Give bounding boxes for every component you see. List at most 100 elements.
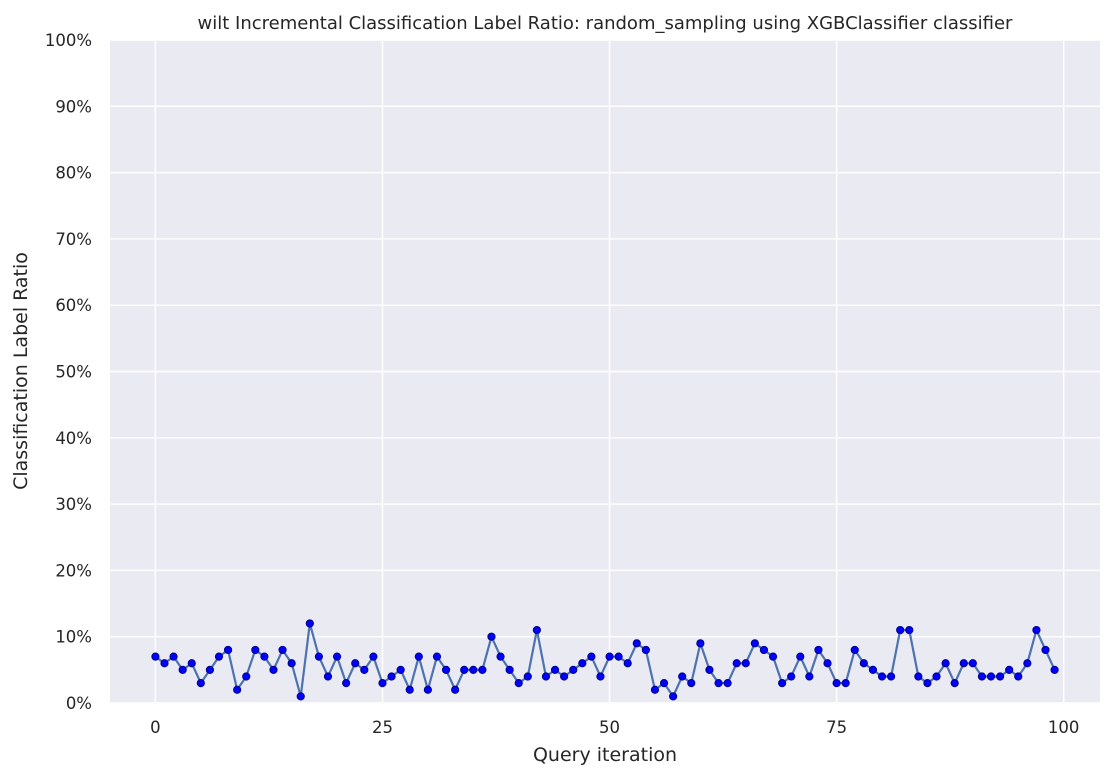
data-point: [995, 672, 1005, 681]
data-point: [360, 665, 369, 674]
data-point: [1005, 665, 1014, 674]
y-tick-label: 40%: [55, 429, 92, 448]
data-point: [550, 665, 560, 674]
data-point: [787, 672, 796, 681]
data-point: [296, 692, 305, 701]
data-point: [541, 672, 551, 681]
data-point: [314, 652, 323, 661]
data-point: [968, 659, 977, 668]
data-point: [977, 672, 987, 681]
data-point: [650, 685, 660, 694]
data-point: [759, 645, 769, 655]
data-point: [905, 625, 914, 635]
data-point: [378, 679, 387, 688]
data-point: [932, 672, 941, 681]
data-point: [1032, 625, 1041, 635]
data-point: [687, 679, 696, 688]
data-point: [850, 645, 859, 655]
y-tick-label: 100%: [45, 31, 92, 50]
data-point: [487, 632, 496, 641]
data-point: [351, 659, 360, 668]
y-tick-label: 90%: [55, 97, 92, 116]
data-point: [223, 645, 233, 655]
y-tick-label: 60%: [55, 296, 92, 315]
data-point: [505, 665, 514, 674]
y-tick-label: 70%: [55, 230, 92, 249]
data-point: [423, 685, 432, 694]
data-point: [387, 672, 396, 681]
data-point: [396, 665, 405, 674]
data-point: [587, 652, 596, 661]
data-point: [841, 679, 850, 688]
data-point: [196, 679, 205, 688]
data-point: [342, 679, 351, 688]
data-point: [641, 645, 650, 655]
x-tick-labels: 0 25 50 75 100: [150, 718, 1079, 737]
data-point: [242, 672, 251, 681]
data-point: [959, 659, 968, 668]
data-point: [332, 652, 342, 661]
y-tick-labels: 0% 10% 20% 30% 40% 50% 60% 70% 80% 90% 100%: [45, 31, 92, 713]
x-axis-label: Query iteration: [533, 744, 677, 766]
x-tick-label: 100: [1048, 718, 1080, 737]
data-point: [532, 625, 541, 635]
data-point: [723, 679, 732, 688]
data-point: [941, 659, 950, 668]
y-tick-label: 20%: [55, 561, 92, 580]
data-point: [887, 672, 896, 681]
y-tick-label: 30%: [55, 495, 92, 514]
data-point: [741, 659, 750, 668]
data-point: [914, 672, 923, 681]
data-point: [414, 652, 423, 661]
data-point: [251, 645, 260, 655]
data-point: [986, 672, 996, 681]
data-point: [923, 679, 932, 688]
chart-title: wilt Incremental Classification Label Ra…: [198, 13, 1014, 34]
series-line: [154, 622, 1056, 698]
data-point: [596, 672, 605, 681]
data-point: [405, 685, 414, 694]
data-point: [623, 659, 632, 668]
data-point: [832, 679, 841, 688]
y-tick-label: 0%: [66, 694, 92, 713]
x-tick-label: 75: [826, 718, 847, 737]
data-point: [1014, 672, 1023, 681]
data-point: [478, 665, 487, 674]
data-point: [451, 685, 460, 694]
data-point: [1023, 659, 1032, 668]
data-point: [432, 652, 442, 661]
data-point: [260, 652, 269, 661]
data-point: [678, 672, 687, 681]
data-point: [778, 679, 787, 688]
data-point: [523, 672, 532, 681]
data-point: [859, 659, 868, 668]
data-point: [441, 665, 451, 674]
data-point: [823, 659, 832, 668]
data-point: [578, 659, 587, 668]
data-point: [160, 659, 169, 668]
data-point: [896, 625, 905, 635]
data-point: [151, 652, 160, 661]
data-point: [696, 639, 705, 648]
data-point: [205, 665, 215, 674]
y-tick-label: 10%: [55, 628, 92, 647]
data-point: [233, 685, 242, 694]
data-point: [214, 652, 224, 661]
data-point: [714, 679, 723, 688]
grid: [110, 39, 1100, 704]
data-point: [569, 665, 578, 674]
data-point: [369, 652, 378, 661]
y-tick-label: 80%: [55, 164, 92, 183]
data-point: [868, 665, 878, 674]
data-point: [732, 659, 741, 668]
data-point: [178, 665, 187, 674]
series: [151, 619, 1059, 701]
x-tick-label: 50: [599, 718, 620, 737]
data-point: [796, 652, 805, 661]
data-point: [323, 672, 333, 681]
data-point: [950, 679, 959, 688]
data-point: [605, 652, 614, 661]
y-tick-label: 50%: [55, 363, 92, 382]
data-point: [632, 639, 641, 648]
